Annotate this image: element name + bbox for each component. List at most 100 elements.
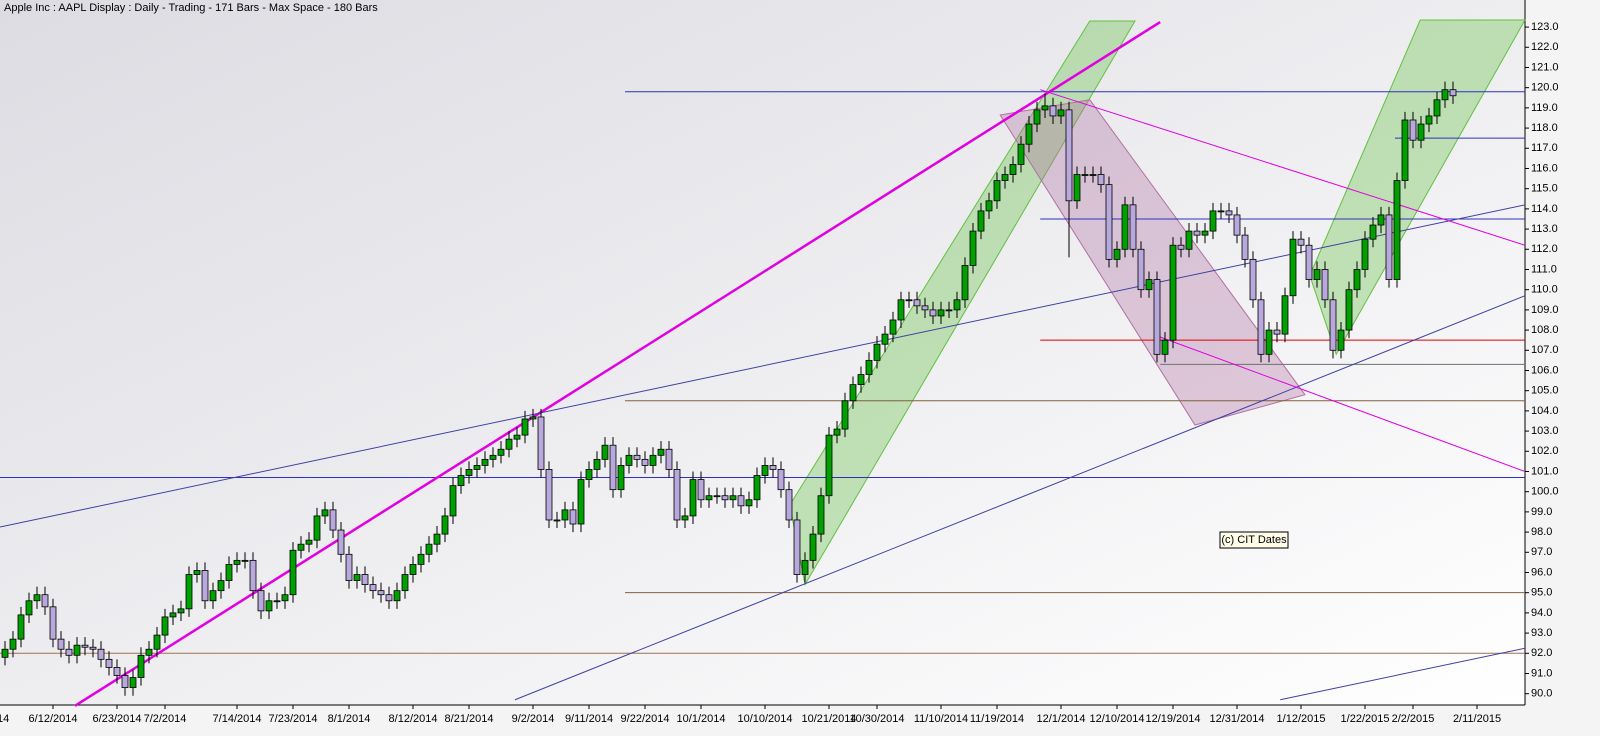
y-tick-label: 111.0 [1531,263,1557,275]
candle-body [1105,184,1113,260]
candle-body [857,374,865,386]
candle-body [377,590,385,596]
y-tick-label: 92.0 [1531,647,1552,659]
candle-body [913,299,921,307]
candle-body [1265,329,1273,355]
y-tick-label: 114.0 [1531,203,1558,215]
candle-body [489,454,497,460]
candle-body [953,299,961,311]
candle-body [209,590,217,602]
candle-body [1,648,9,658]
x-tick-label: 2/2/2015 [1392,713,1435,725]
candle-body [993,180,1001,202]
candle-body [1313,269,1321,280]
candle-body [1321,269,1329,301]
candle-body [1001,174,1009,181]
candle-body [1081,174,1089,176]
candle-body [897,299,905,321]
candle-body [33,594,41,602]
candle-body [1337,329,1345,351]
candle-body [601,444,609,460]
candle-body [1113,248,1121,260]
candle-body [305,539,313,545]
candle-body [129,677,137,689]
candle-body [841,400,849,430]
y-tick-label: 119.0 [1531,102,1558,114]
candle-body [1441,89,1449,101]
candle-body [25,600,33,616]
x-tick-label: 2014 [0,713,9,725]
candle-body [817,495,825,535]
y-tick-label: 121.0 [1531,61,1559,73]
candle-body [433,533,441,545]
candle-body [1017,143,1025,165]
x-tick-label: 7/2/2014 [144,713,187,725]
candle-body [1209,210,1217,232]
x-tick-label: 12/31/2014 [1209,713,1264,725]
candle-body [9,638,17,650]
trend-line [1040,89,1526,246]
candle-body [657,448,665,456]
candle-body [1409,119,1417,141]
candle-body [1025,123,1033,145]
y-tick-label: 110.0 [1531,284,1558,296]
candle-body [537,416,545,470]
candle-body [1217,210,1225,213]
annotation-frame [1219,531,1289,549]
annotation-box: (c) CIT Dates [1219,531,1289,549]
candle-body [969,230,977,266]
x-tick-label: 10/10/2014 [737,713,792,725]
x-tick-label: 9/2/2014 [512,713,555,725]
trend-line [514,295,1526,701]
candle-body [1201,230,1209,236]
candle-body [1009,164,1017,175]
candle-body [649,454,657,466]
candle-body [697,479,705,501]
candle-body [1305,244,1313,280]
y-tick-label: 103.0 [1531,425,1559,437]
candle-body [745,499,753,507]
candle-body [1065,109,1073,202]
candle-body [161,616,169,636]
candle-body [1345,289,1353,331]
y-tick-label: 90.0 [1531,688,1552,700]
candle-body [273,600,281,603]
candle-body [1417,123,1425,141]
x-tick-label: 7/23/2014 [269,713,318,725]
x-tick-label: 6/12/2014 [29,713,78,725]
trend-line [1280,647,1526,701]
candle-body [633,454,641,460]
candle-body [337,529,345,555]
candle-body [801,559,809,575]
y-tick-label: 93.0 [1531,627,1552,639]
candle-body [873,343,881,361]
y-tick-label: 116.0 [1531,162,1558,174]
candle-body [1153,279,1161,355]
candle-body [57,638,65,650]
candle-body [361,574,369,586]
candle-body [233,559,241,565]
candle-body [825,434,833,497]
candle-body [705,495,713,501]
candle-body [49,606,57,640]
candle-body [313,515,321,541]
candle-body [1241,234,1249,260]
x-tick-label: 8/12/2014 [389,713,438,725]
candle-body [1177,244,1185,250]
candle-body [569,509,577,525]
trend-line [0,204,1526,528]
candle-body [833,428,841,436]
candle-body [577,479,585,525]
candle-body [641,458,649,466]
annotation: (c) CIT Dates [1221,534,1287,546]
candle-body [1145,279,1153,291]
candle-body [321,509,329,517]
candle-body [505,438,513,450]
candle-body [153,634,161,650]
y-tick-label: 109.0 [1531,304,1559,316]
candle-body [713,495,721,498]
candle-body [193,570,201,575]
trend-line [1154,334,1526,472]
candle-body [609,444,617,491]
